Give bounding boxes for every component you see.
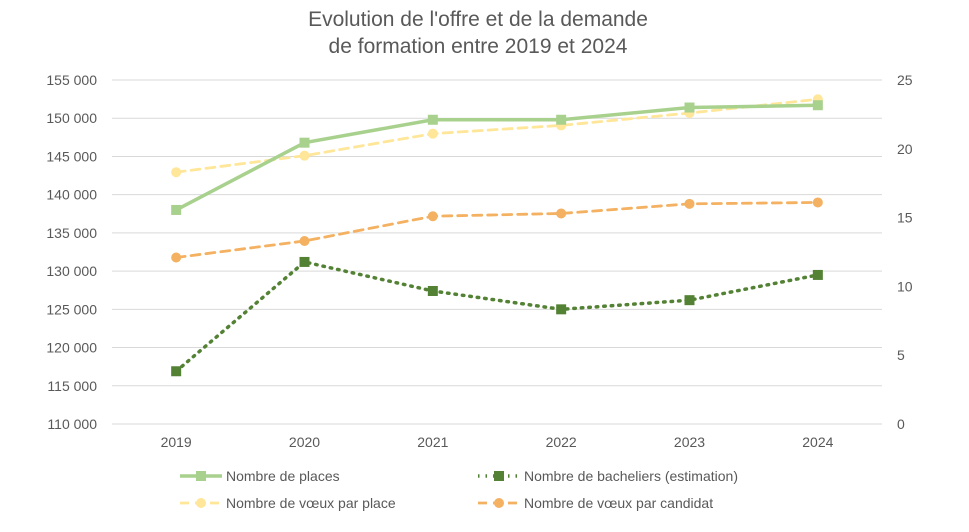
y-tick-label: 140 000: [46, 187, 97, 203]
data-point: [427, 211, 438, 222]
series-line: [174, 260, 820, 374]
y2-tick-label: 25: [897, 72, 913, 88]
data-point: [684, 102, 695, 113]
data-point: [171, 366, 182, 377]
data-point: [427, 114, 438, 125]
legend-label: Nombre de vœux par place: [226, 495, 396, 511]
y-tick-label: 130 000: [46, 263, 97, 279]
data-point: [299, 256, 310, 267]
y-tick-label: 110 000: [47, 416, 97, 432]
data-point: [427, 128, 438, 139]
y-tick-label: 120 000: [46, 340, 97, 356]
legend: Nombre de places Nombre de bacheliers (es…: [180, 468, 738, 511]
x-tick-label: 2021: [417, 434, 448, 450]
series-2: [171, 94, 823, 178]
data-point: [812, 100, 823, 111]
legend-swatch-marker: [494, 498, 504, 508]
y-axis-left: 110 000 115 000 120 000 125 000 130 000 135 0…: [46, 72, 97, 432]
x-tick-label: 2019: [161, 434, 192, 450]
y-axis-right: 0 5 10 15 20 25: [897, 72, 913, 432]
legend-item: Nombre de vœux par place: [180, 495, 396, 511]
series-line: [174, 97, 820, 174]
data-point: [171, 252, 182, 263]
y2-tick-label: 5: [897, 347, 905, 363]
x-tick-label: 2023: [674, 434, 705, 450]
legend-item: Nombre de places: [180, 468, 340, 484]
data-point: [171, 204, 182, 215]
series-line: [174, 201, 820, 259]
legend-label: Nombre de vœux par candidat: [524, 495, 713, 511]
legend-label: Nombre de places: [226, 468, 340, 484]
y-tick-label: 150 000: [46, 110, 97, 126]
data-point: [299, 150, 310, 161]
data-point: [684, 295, 695, 306]
data-point: [299, 235, 310, 246]
series-3: [171, 197, 823, 263]
data-point: [299, 137, 310, 148]
legend-item: Nombre de vœux par candidat: [478, 495, 713, 511]
x-tick-label: 2020: [289, 434, 320, 450]
data-point: [556, 114, 567, 125]
y2-tick-label: 10: [897, 278, 913, 294]
chart-title-line-2: de formation entre 2019 et 2024: [329, 35, 628, 58]
legend-swatch-marker: [196, 498, 206, 508]
data-point: [556, 208, 567, 219]
y-tick-label: 145 000: [46, 148, 97, 164]
legend-swatch-marker: [196, 471, 206, 481]
series-0: [171, 100, 823, 215]
y-tick-label: 135 000: [46, 225, 97, 241]
legend-label: Nombre de bacheliers (estimation): [524, 468, 738, 484]
data-point: [556, 304, 567, 315]
data-point: [684, 198, 695, 209]
y2-tick-label: 0: [897, 416, 905, 432]
series-group: [171, 94, 823, 377]
y2-tick-label: 15: [897, 210, 913, 226]
y-tick-label: 125 000: [46, 301, 97, 317]
y-tick-label: 115 000: [47, 378, 97, 394]
data-point: [812, 197, 823, 208]
y-tick-label: 155 000: [46, 72, 97, 88]
x-axis: 2019 2020 2021 2022 2023 2024: [161, 434, 834, 450]
data-point: [171, 167, 182, 178]
chart-title-line-1: Evolution de l'offre et de la demande: [308, 8, 648, 31]
x-tick-label: 2024: [802, 434, 833, 450]
chart-title: Evolution de l'offre et de la demande de…: [308, 8, 648, 58]
legend-item: Nombre de bacheliers (estimation): [478, 468, 738, 484]
series-1: [171, 256, 823, 377]
x-tick-label: 2022: [546, 434, 577, 450]
series-line: [174, 103, 820, 212]
legend-swatch-marker: [494, 471, 504, 481]
data-point: [427, 285, 438, 296]
y2-tick-label: 20: [897, 141, 913, 157]
data-point: [812, 269, 823, 280]
